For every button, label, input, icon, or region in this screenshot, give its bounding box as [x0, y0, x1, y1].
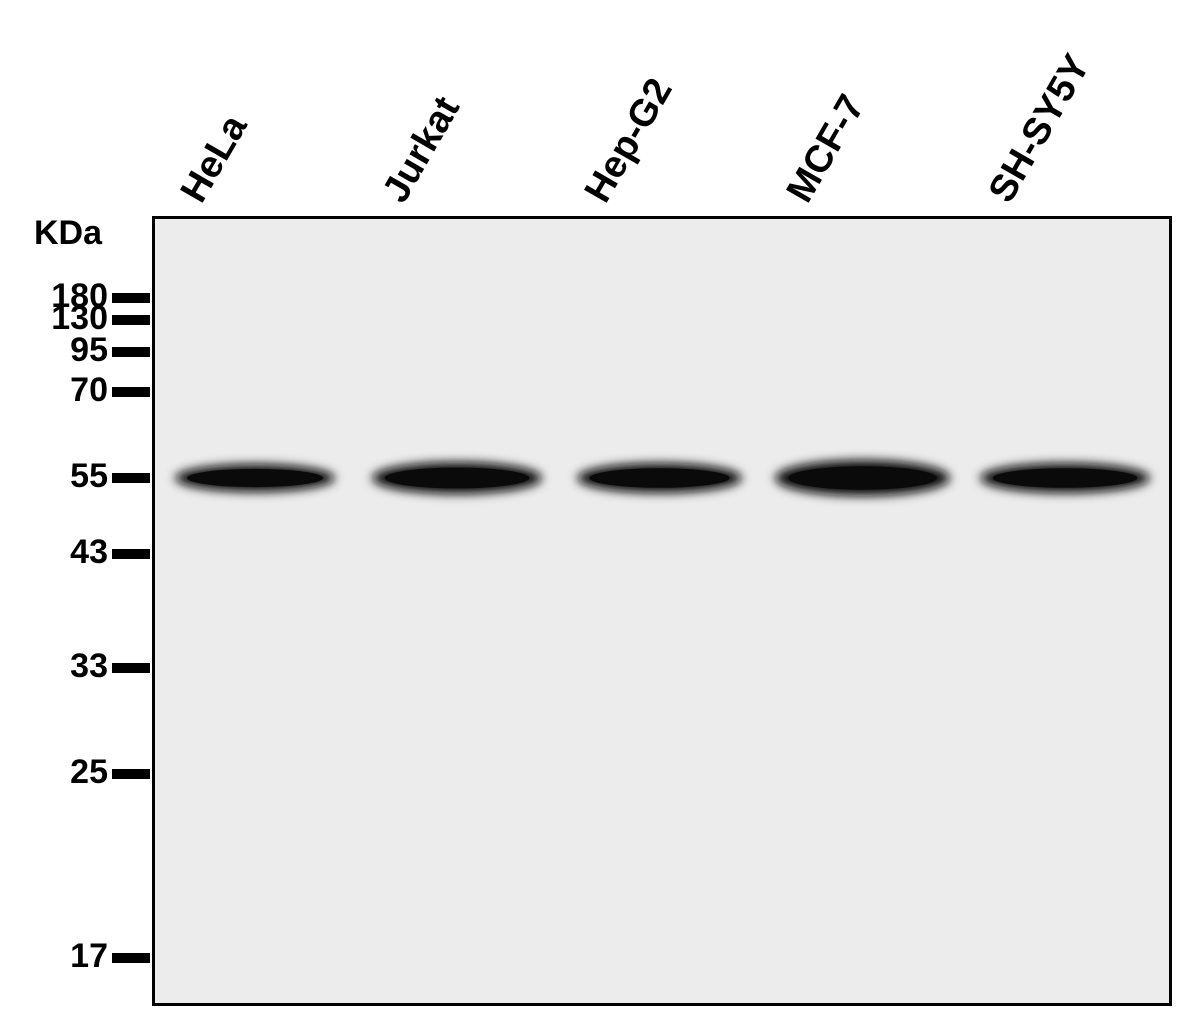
lane-label: Jurkat [375, 90, 469, 210]
kda-unit-label: KDa [34, 214, 102, 253]
marker-tick [112, 663, 150, 673]
marker-tick [112, 549, 150, 559]
band [760, 445, 965, 511]
band [357, 447, 557, 509]
marker-label: 95 [70, 331, 108, 370]
band [562, 448, 757, 508]
marker-label: 17 [70, 937, 108, 976]
blot-frame [152, 216, 1172, 1006]
marker-tick [112, 293, 150, 303]
lane-label: SH-SY5Y [981, 48, 1100, 210]
blot-border [152, 216, 1172, 1006]
marker-tick [112, 315, 150, 325]
marker-tick [112, 769, 150, 779]
marker-label: 55 [70, 457, 108, 496]
lane-label: MCF-7 [779, 88, 874, 210]
marker-tick [112, 387, 150, 397]
lane-label: Hep-G2 [577, 71, 682, 210]
marker-label: 70 [70, 371, 108, 410]
marker-tick [112, 953, 150, 963]
marker-tick [112, 347, 150, 357]
marker-label: 33 [70, 647, 108, 686]
western-blot-figure: KDa HeLaJurkatHep-G2MCF-7SH-SY5Y 1801309… [0, 0, 1199, 1033]
lane-label: HeLa [173, 108, 257, 210]
band [160, 449, 350, 507]
band [965, 448, 1165, 508]
marker-tick [112, 473, 150, 483]
marker-label: 25 [70, 753, 108, 792]
marker-label: 43 [70, 533, 108, 572]
